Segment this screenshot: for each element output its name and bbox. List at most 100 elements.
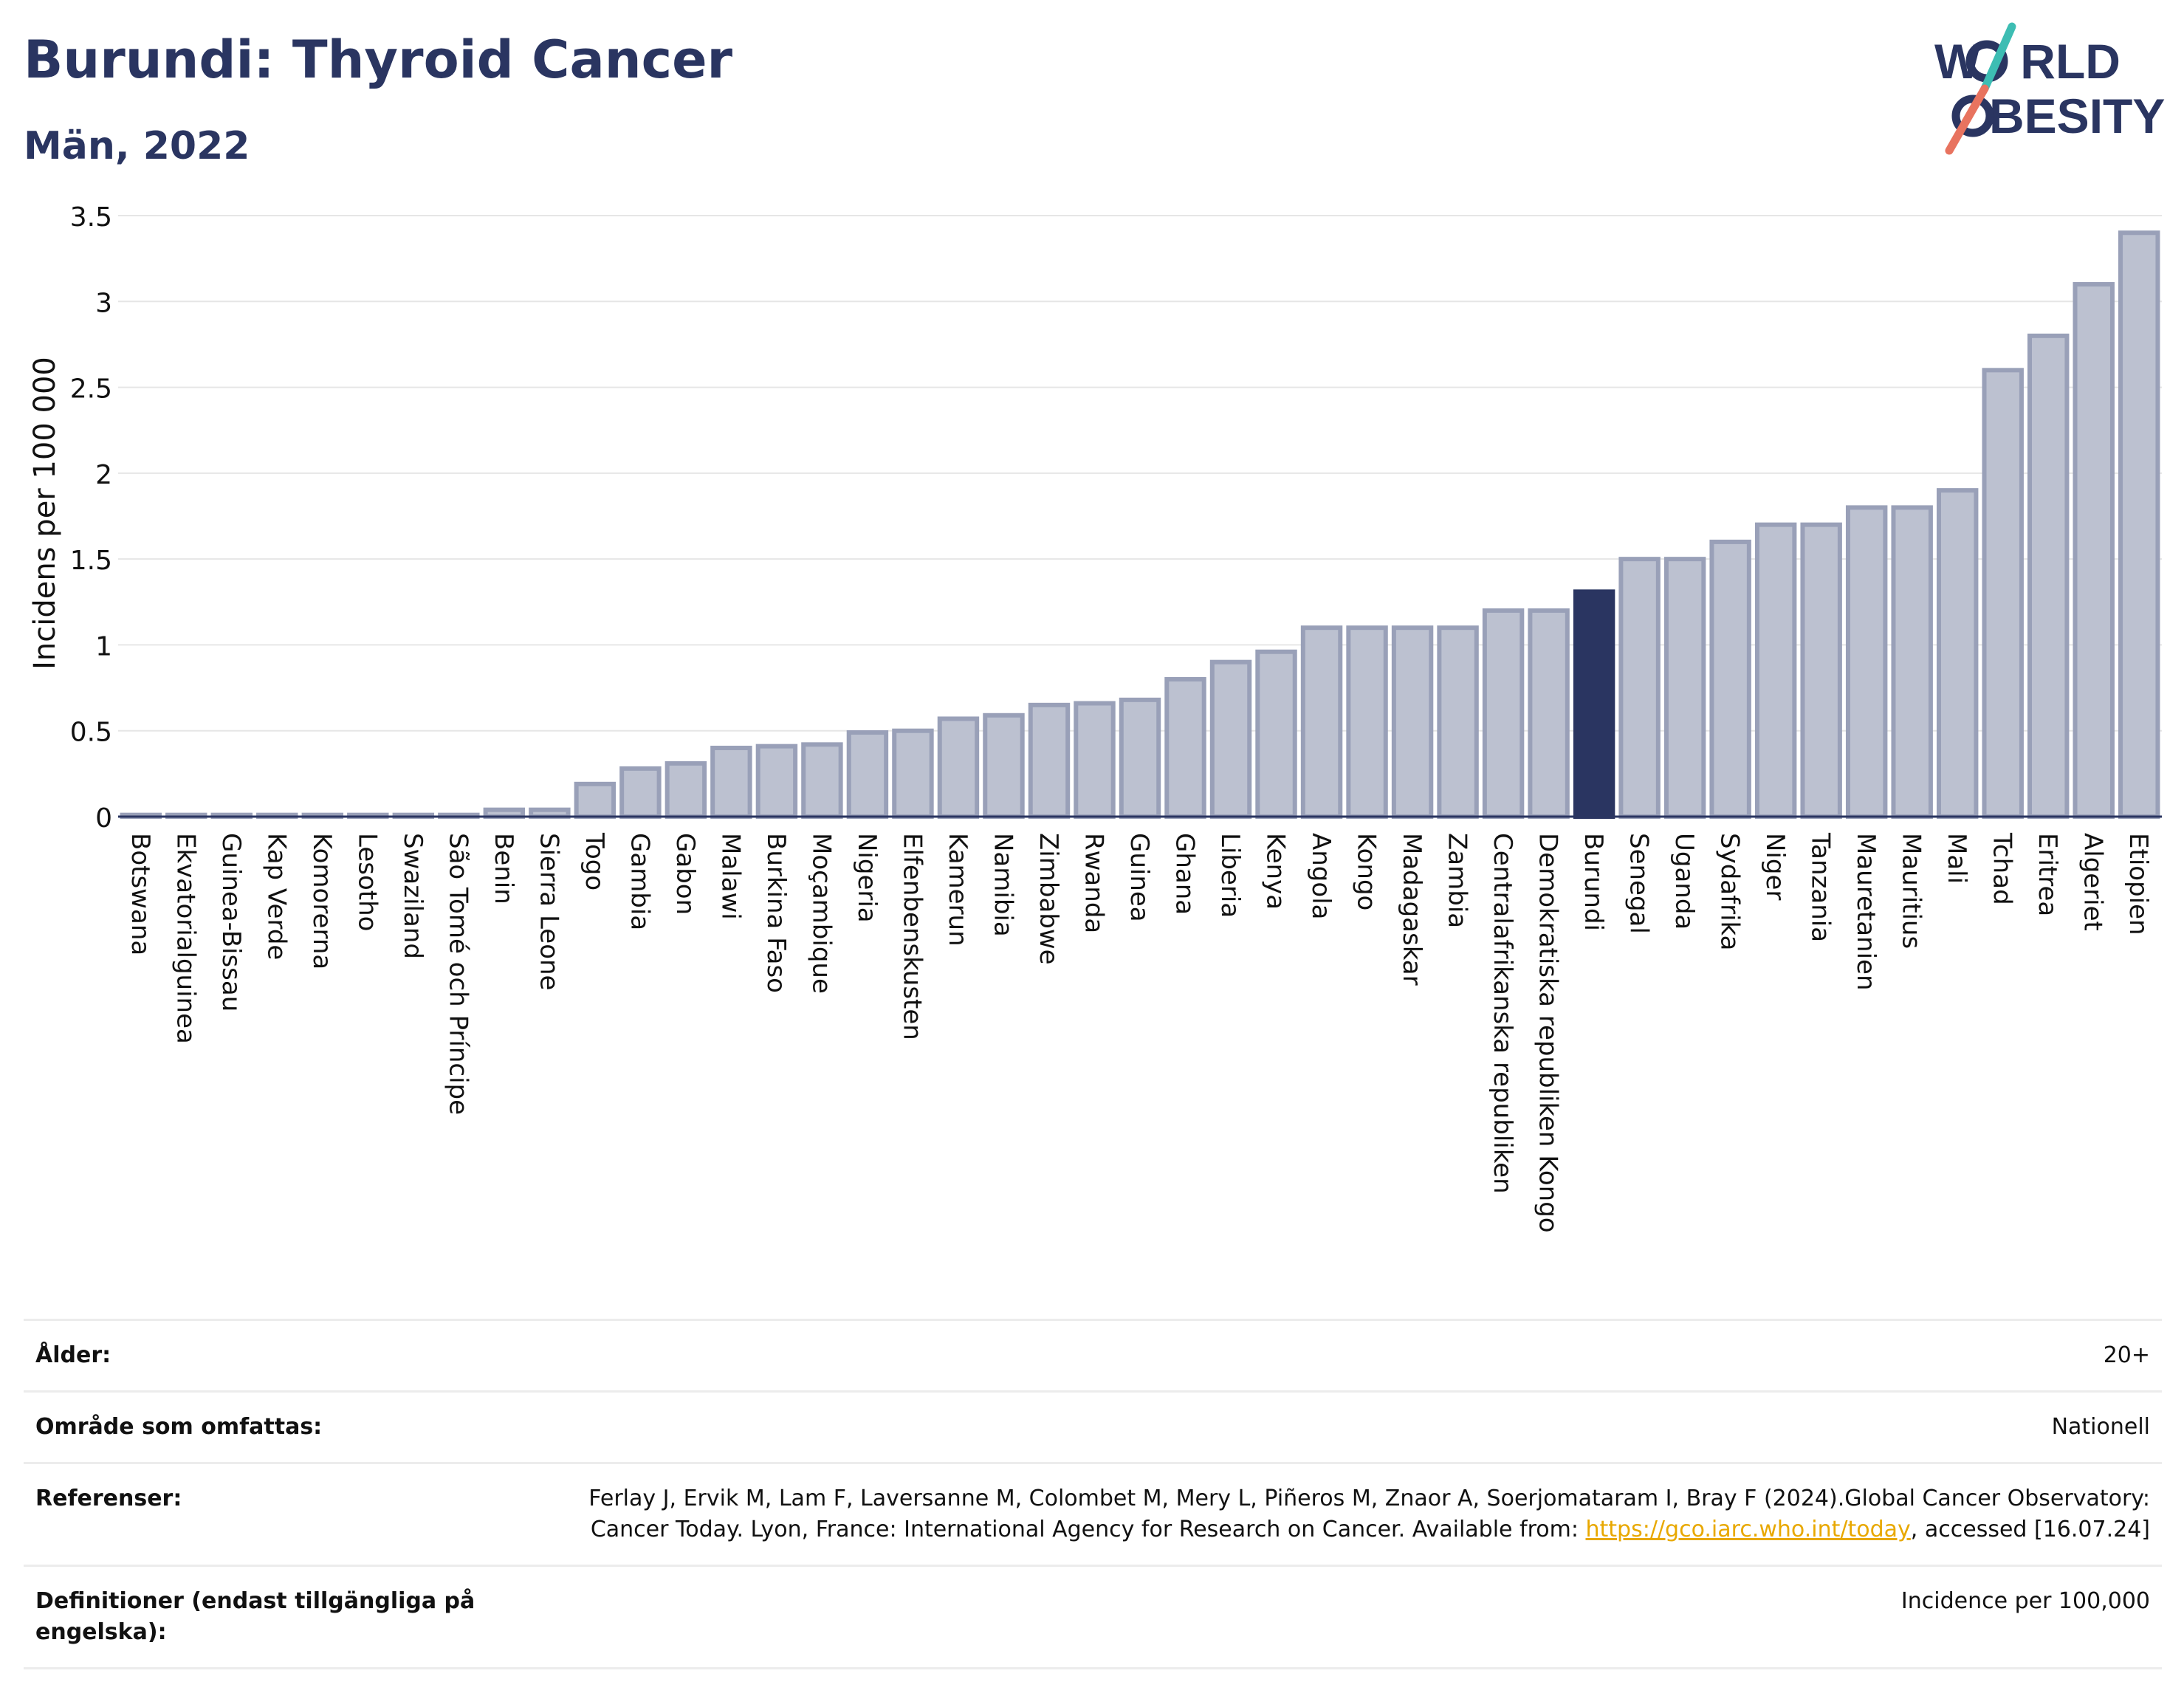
x-tick-label: Kap Verde: [261, 833, 291, 960]
y-tick-label: 1.5: [70, 546, 112, 576]
x-tick-label: Rwanda: [1079, 833, 1108, 933]
bar: [1754, 522, 1797, 820]
bar: [755, 744, 798, 819]
references-text: Ferlay J, Ervik M, Lam F, Laversanne M, …: [588, 1486, 2150, 1542]
x-tick-label: Algeriet: [2078, 833, 2108, 931]
x-tick-label: Guinea-Bissau: [216, 833, 246, 1012]
x-tick-label: Namibia: [988, 833, 1017, 937]
age-label: Ålder:: [35, 1342, 111, 1368]
bar: [1709, 539, 1751, 820]
x-tick-label: Ghana: [1170, 833, 1200, 915]
bar: [619, 766, 662, 820]
bar: [892, 728, 934, 820]
bar: [1255, 649, 1297, 820]
bar: [1119, 697, 1161, 820]
info-row-references: Referenser: Ferlay J, Ervik M, Lam F, La…: [24, 1464, 2162, 1567]
x-tick-label: Lesotho: [352, 833, 382, 931]
x-tick-label: Kongo: [1352, 833, 1381, 910]
area-value: Nationell: [2051, 1414, 2150, 1440]
bar: [1346, 625, 1388, 820]
bar: [1209, 659, 1252, 820]
y-tick-label: 3.5: [70, 202, 112, 233]
bar: [1936, 488, 1979, 819]
x-tick-label: Komorerna: [307, 833, 337, 969]
y-tick-label: 0.5: [70, 718, 112, 748]
bar: [2118, 230, 2160, 819]
bar: [1845, 505, 1888, 819]
bar: [2027, 333, 2070, 819]
bar: [801, 742, 843, 820]
bar: [2073, 282, 2115, 819]
bar: [1528, 608, 1570, 820]
bar: [1028, 702, 1071, 819]
info-row-definitions: Definitioner (endast tillgängliga på eng…: [24, 1567, 2162, 1669]
y-tick-label: 3: [95, 288, 112, 318]
y-tick-label: 2.5: [70, 374, 112, 405]
x-tick-label: Burundi: [1579, 833, 1608, 931]
info-table: Ålder: 20+ Område som omfattas: Nationel…: [24, 1319, 2162, 1669]
x-tick-label: Botswana: [126, 833, 155, 955]
x-tick-label: Sydafrika: [1715, 833, 1745, 950]
references-value: Ferlay J, Ervik M, Lam F, Laversanne M, …: [540, 1483, 2150, 1545]
bar: [1482, 608, 1525, 820]
x-tick-label: Uganda: [1669, 833, 1699, 930]
x-tick-label: Mauretanien: [1851, 833, 1881, 991]
bar: [574, 781, 617, 819]
x-tick-label: Malawi: [715, 833, 745, 920]
bar: [1800, 522, 1842, 820]
x-tick-label: Zimbabwe: [1034, 833, 1063, 965]
chart-title: Burundi: Thyroid Cancer: [24, 30, 733, 90]
y-tick-label: 0: [95, 803, 112, 834]
logo-slash-bottom: [1945, 84, 1989, 155]
bar: [1164, 676, 1206, 820]
x-tick-label: Eritrea: [2033, 833, 2062, 916]
logo-o-ring-2: [1951, 95, 1994, 137]
x-tick-label: Liberia: [1215, 833, 1245, 918]
world-obesity-logo: W RLD BESITY: [1934, 22, 2165, 155]
x-tick-label: Etiopien: [2123, 833, 2153, 935]
x-tick-label: Elfenbenskusten: [897, 833, 927, 1040]
x-tick-label: Kamerun: [943, 833, 972, 947]
chart-subtitle: Män, 2022: [24, 124, 250, 168]
bar: [1300, 625, 1343, 820]
bar: [1982, 368, 2024, 820]
x-tick-label: Sierra Leone: [534, 833, 563, 990]
age-value: 20+: [2103, 1342, 2150, 1368]
x-tick-label: Kenya: [1261, 833, 1291, 910]
bar-highlight: [1573, 589, 1615, 819]
x-tick-label: Mali: [1942, 833, 1971, 884]
y-tick-label: 2: [95, 460, 112, 490]
y-axis-label: Incidens per 100 000: [28, 357, 62, 670]
bar: [1437, 625, 1479, 820]
x-tick-label: Guinea: [1124, 833, 1154, 922]
x-tick-label: Senegal: [1624, 833, 1654, 934]
x-tick-label: Zambia: [1443, 833, 1472, 928]
bar: [710, 745, 752, 820]
bar: [1663, 557, 1706, 820]
bar: [1391, 625, 1434, 820]
x-tick-label: Ekvatorialguinea: [171, 833, 200, 1044]
definitions-label: Definitioner (endast tillgängliga på eng…: [35, 1588, 475, 1645]
x-tick-label: Gambia: [625, 833, 654, 930]
definitions-value: Incidence per 100,000: [1900, 1588, 2150, 1614]
x-tick-label: Nigeria: [852, 833, 882, 923]
x-tick-label: Swaziland: [398, 833, 427, 959]
x-tick-label: Angola: [1306, 833, 1336, 919]
x-tick-labels: Botswana Ekvatorialguinea Guinea-Bissau Kap…: [126, 832, 2153, 1233]
x-tick-label: Tchad: [1988, 832, 2017, 905]
bar-chart: 0 0.5 1 1.5 2 2.5 3 3.5 Botswana Ekvatorialguine…: [28, 202, 2162, 1233]
x-tick-label: Togo: [580, 832, 609, 890]
x-tick-label: Niger: [1760, 833, 1790, 900]
y-tick-labels: 0 0.5 1 1.5 2 2.5 3 3.5: [70, 202, 112, 834]
info-row-age: Ålder: 20+: [24, 1321, 2162, 1393]
x-tick-label: Mauritius: [1897, 833, 1926, 949]
references-label: Referenser:: [35, 1486, 182, 1511]
bar: [665, 761, 707, 819]
references-link[interactable]: https://gco.iarc.who.int/today: [1585, 1517, 1911, 1542]
x-tick-label: São Tomé och Príncipe: [443, 833, 473, 1115]
bar: [983, 713, 1025, 819]
x-tick-label: Demokratiska republiken Kongo: [1534, 833, 1563, 1233]
x-tick-label: Centralafrikanska republiken: [1488, 833, 1517, 1194]
x-tick-label: Madagaskar: [1397, 833, 1426, 986]
bars: [120, 230, 2160, 820]
